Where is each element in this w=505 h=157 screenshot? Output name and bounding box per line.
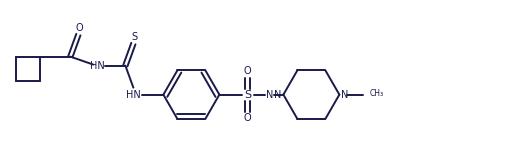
Text: HN: HN: [126, 90, 141, 100]
Text: HN: HN: [90, 61, 105, 71]
Text: S: S: [132, 32, 138, 42]
Text: O: O: [243, 66, 251, 76]
Text: N: N: [341, 90, 349, 100]
Text: S: S: [244, 90, 251, 100]
Text: O: O: [243, 113, 251, 123]
Text: CH₃: CH₃: [369, 89, 383, 98]
Text: O: O: [76, 23, 83, 33]
Text: N: N: [266, 90, 273, 100]
Text: N: N: [274, 90, 281, 100]
